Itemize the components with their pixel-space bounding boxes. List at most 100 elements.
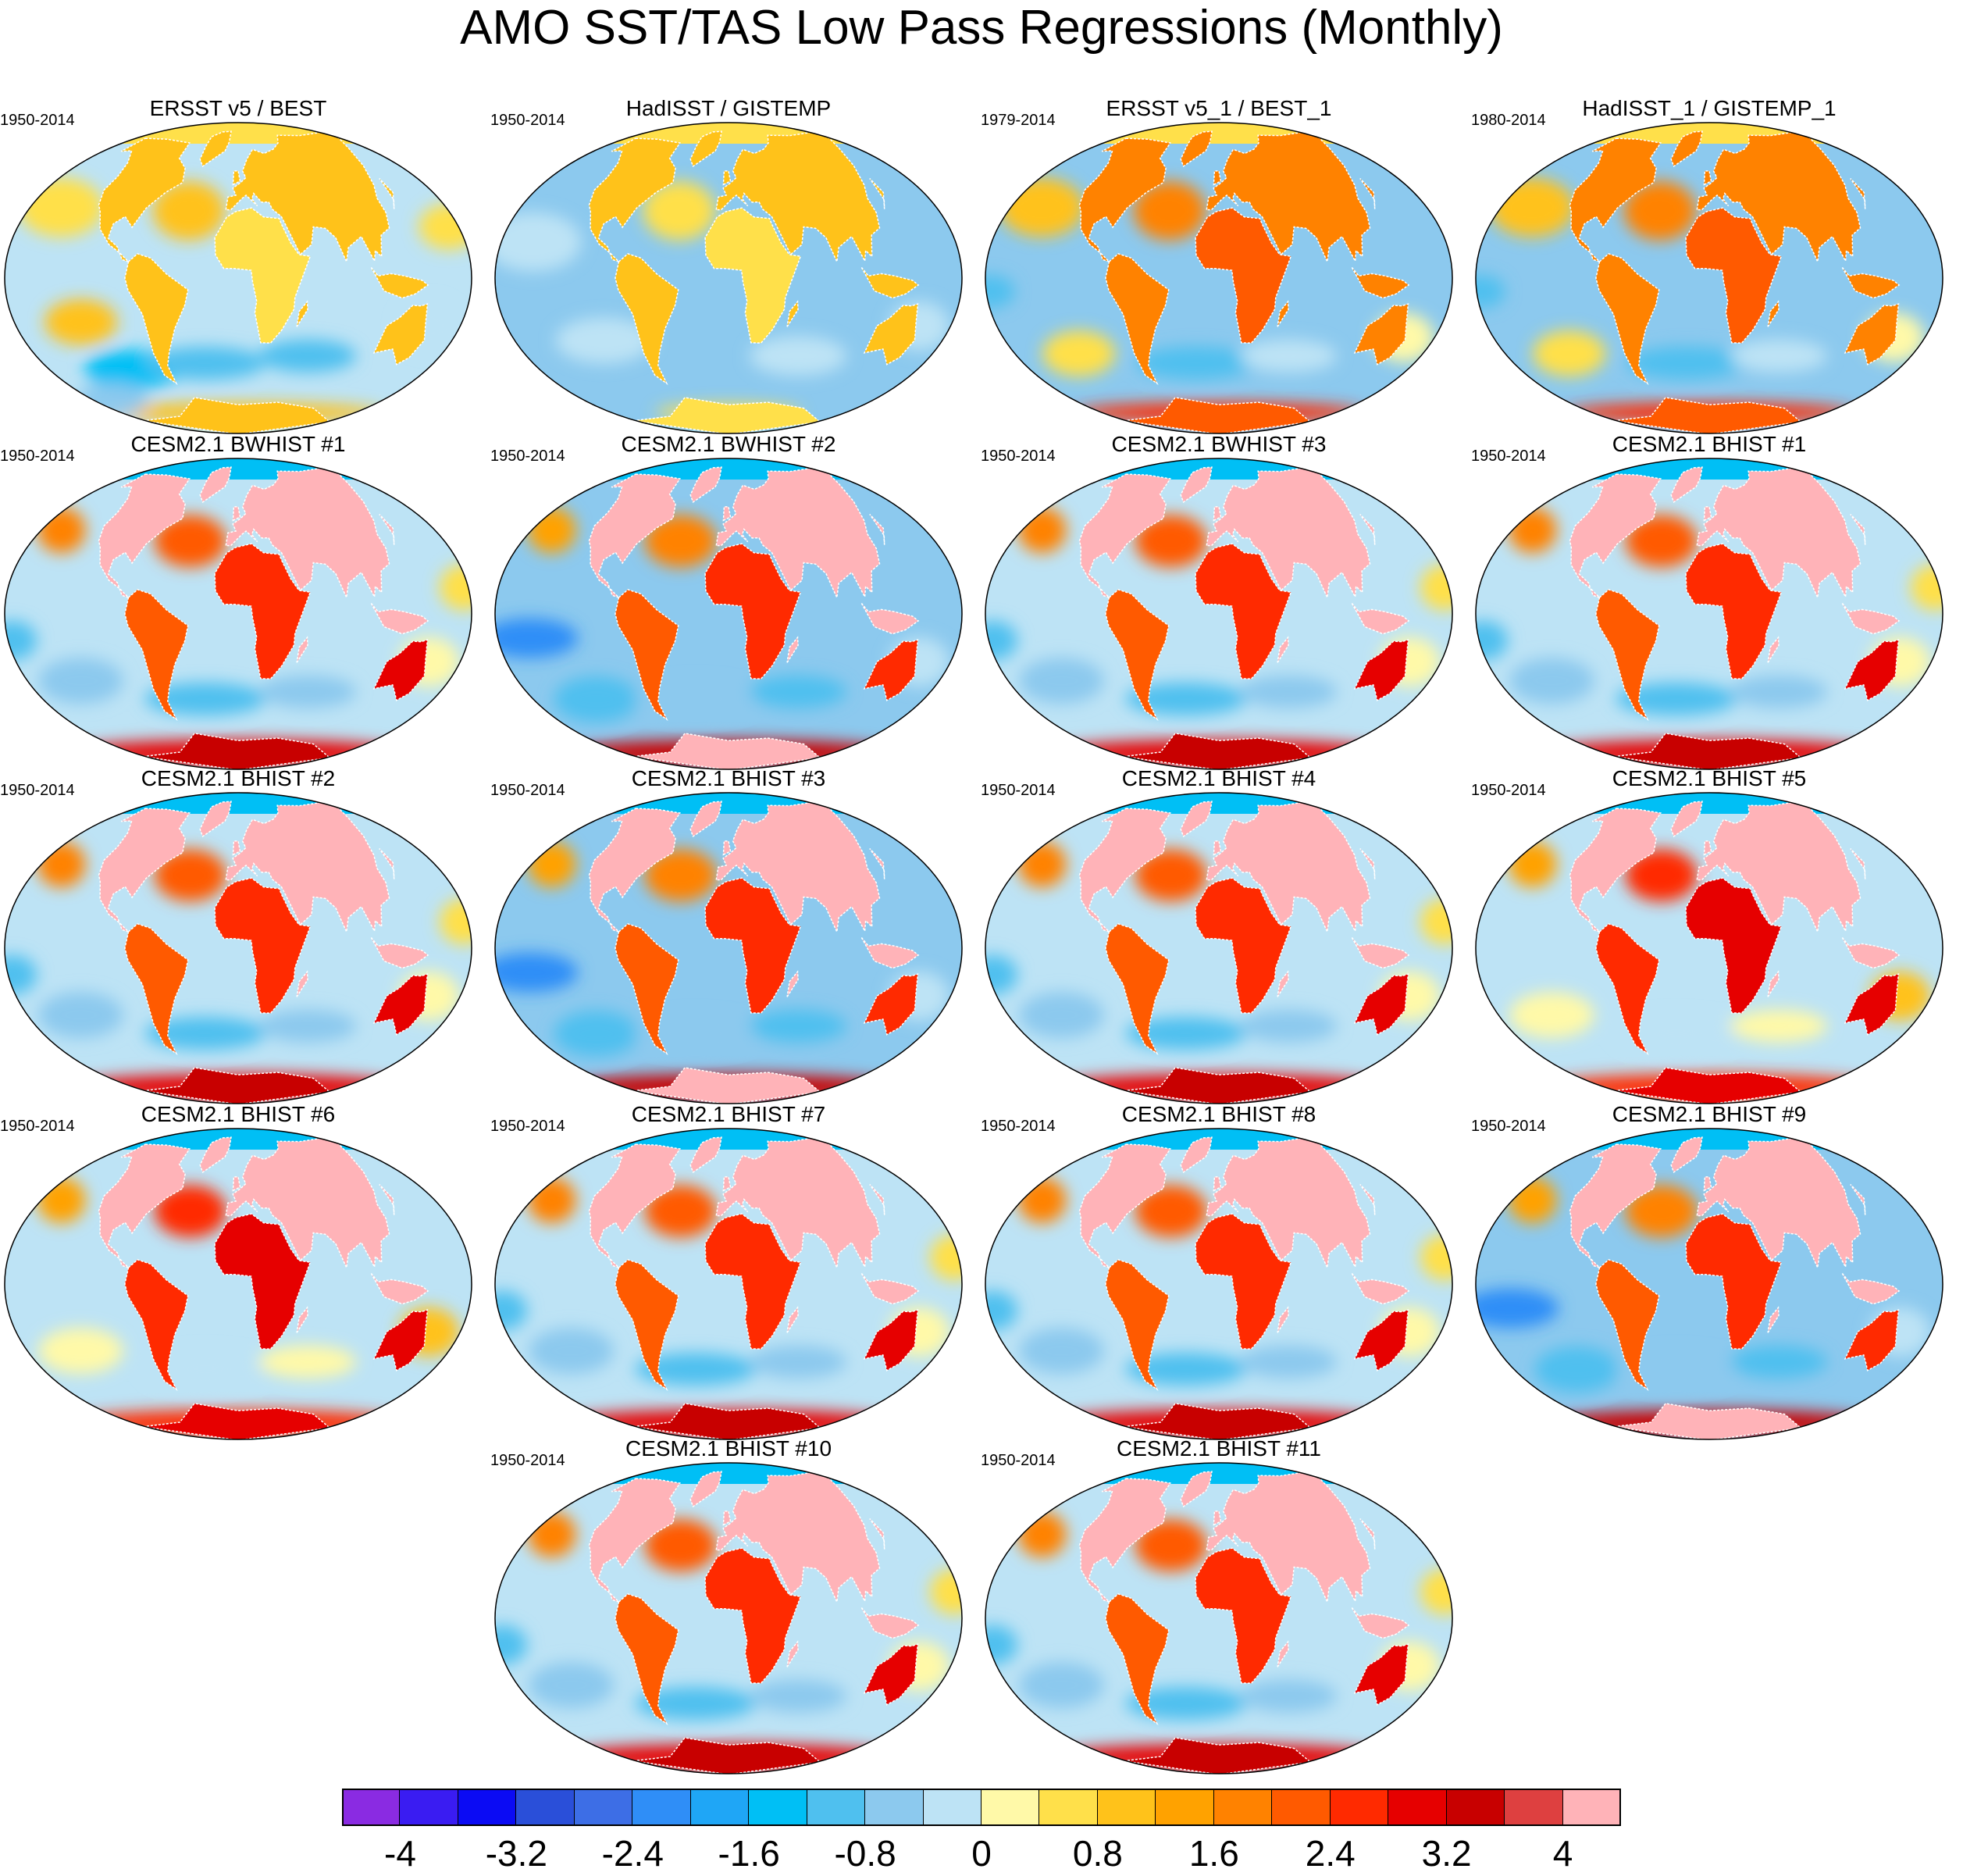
world-map	[1475, 122, 1943, 434]
continent-africa	[1195, 543, 1292, 679]
continent-greenland	[1180, 801, 1213, 838]
continent-africa	[1685, 1213, 1783, 1350]
colorbar-tick-label: 1.6	[1188, 1833, 1239, 1874]
map-panel: CESM2.1 BHIST #7 1950-2014	[490, 1101, 967, 1445]
world-map	[1475, 792, 1943, 1104]
continent-greenland	[199, 466, 232, 504]
continent-japan	[1850, 1183, 1866, 1215]
continent-africa	[1195, 207, 1292, 344]
ocean-anomaly-blob	[154, 515, 227, 568]
ocean-anomaly-blob	[18, 177, 104, 237]
ocean-anomaly-blob	[1420, 1568, 1452, 1615]
arctic-anomaly	[1476, 123, 1943, 144]
continent-madagascar	[1767, 970, 1780, 997]
ocean-anomaly-blob	[154, 849, 227, 902]
panel-title: CESM2.1 BWHIST #2	[621, 432, 836, 456]
continent-australia	[863, 973, 919, 1036]
continent-north-america	[1569, 808, 1662, 933]
ocean-anomaly-blob	[554, 1010, 639, 1057]
panel-title: CESM2.1 BHIST #6	[141, 1102, 336, 1126]
colorbar: -4 -3.2 -2.4 -1.6 -0.8 0 0.8 1.6 2.4 3.2 4	[342, 1789, 1621, 1873]
continent-indonesia	[1351, 603, 1410, 635]
continent-australia	[863, 303, 919, 366]
ocean-anomaly-blob	[259, 1345, 357, 1378]
map-panel: HadISST_1 / GISTEMP_1 1980-2014	[1471, 95, 1947, 439]
continent-indonesia	[1351, 267, 1410, 299]
colorbar-tick-label: 3.2	[1421, 1833, 1472, 1874]
continent-indonesia	[1841, 603, 1901, 635]
ocean-anomaly-blob	[1133, 181, 1206, 241]
ocean-anomaly-blob	[1019, 1328, 1104, 1374]
continent-australia	[1844, 303, 1900, 366]
map-border	[985, 122, 1453, 434]
continent-uk	[1703, 170, 1712, 186]
ocean-anomaly-blob	[495, 1290, 527, 1331]
panel-title: CESM2.1 BHIST #8	[1121, 1102, 1316, 1126]
ocean-anomaly-blob	[495, 618, 579, 658]
ocean-anomaly-blob	[152, 181, 226, 241]
continent-antarctica	[142, 733, 331, 769]
ocean-anomaly-blob	[1017, 841, 1067, 888]
continent-north-america	[1078, 137, 1172, 262]
panel-period: 1950-2014	[1471, 782, 1546, 799]
ocean-anomaly-blob	[1508, 507, 1557, 554]
continent-japan	[1359, 513, 1376, 545]
continent-australia	[1353, 303, 1409, 366]
continent-indonesia	[370, 1273, 429, 1305]
ocean-anomaly-blob	[1017, 1511, 1067, 1558]
continent-south-america	[615, 1259, 679, 1392]
continent-japan	[1850, 513, 1866, 545]
continent-uk	[232, 170, 241, 186]
continent-antarctica	[632, 1067, 821, 1104]
continent-north-america	[588, 1143, 682, 1268]
map-panel: CESM2.1 BHIST #8 1950-2014	[981, 1101, 1457, 1445]
colorbar-box	[342, 1789, 401, 1826]
ocean-anomaly-blob	[1616, 683, 1737, 715]
continent-madagascar	[786, 636, 799, 663]
map-border	[1475, 122, 1943, 434]
ocean-anomaly-blob	[529, 1328, 614, 1374]
map-panel: CESM2.1 BHIST #4 1950-2014	[981, 765, 1457, 1109]
panel-period: 1950-2014	[490, 448, 565, 465]
continent-madagascar	[296, 970, 308, 997]
continent-australia	[1844, 1309, 1900, 1371]
continent-uk	[232, 506, 241, 522]
ocean-anomaly-blob	[1420, 898, 1452, 945]
continent-greenland	[1670, 130, 1703, 168]
continent-antarctica	[632, 1737, 821, 1774]
map-border	[1475, 1128, 1943, 1440]
continent-north-america	[588, 808, 682, 933]
continent-south-america	[1105, 253, 1170, 386]
ocean-anomaly-blob	[1240, 1009, 1338, 1043]
world-map	[4, 792, 472, 1104]
continent-antarctica	[142, 1403, 331, 1439]
ocean-anomaly-blob	[750, 675, 847, 708]
ocean-anomaly-blob	[5, 954, 37, 995]
panel-title: CESM2.1 BHIST #5	[1612, 766, 1807, 790]
colorbar-tick-label: 0.8	[1072, 1833, 1123, 1874]
continent-japan	[1359, 1183, 1376, 1215]
arctic-anomaly	[985, 1129, 1452, 1150]
continent-uk	[722, 1176, 732, 1192]
ocean-anomaly-blob	[1019, 658, 1104, 704]
continent-australia	[1353, 639, 1409, 701]
arctic-anomaly	[495, 793, 962, 814]
ocean-anomaly-blob	[985, 1625, 1017, 1665]
ocean-anomaly-blob	[644, 1185, 718, 1238]
panel-title: CESM2.1 BHIST #1	[1612, 432, 1807, 456]
colorbar-box	[1039, 1789, 1098, 1826]
map-border	[4, 792, 472, 1104]
ocean-anomaly-blob	[1534, 1346, 1620, 1393]
continent-africa	[1195, 877, 1292, 1014]
continent-north-america	[98, 808, 191, 933]
continent-madagascar	[786, 1640, 799, 1667]
arctic-anomaly	[1476, 1129, 1943, 1150]
continent-antarctica	[632, 733, 821, 769]
world-map	[494, 1128, 963, 1440]
continent-south-america	[124, 923, 189, 1056]
continent-uk	[722, 1510, 732, 1526]
ocean-anomaly-blob	[1730, 339, 1828, 373]
ocean-anomaly-blob	[45, 299, 118, 345]
continent-eurasia	[1206, 1137, 1371, 1270]
continent-north-america	[1078, 1478, 1172, 1603]
